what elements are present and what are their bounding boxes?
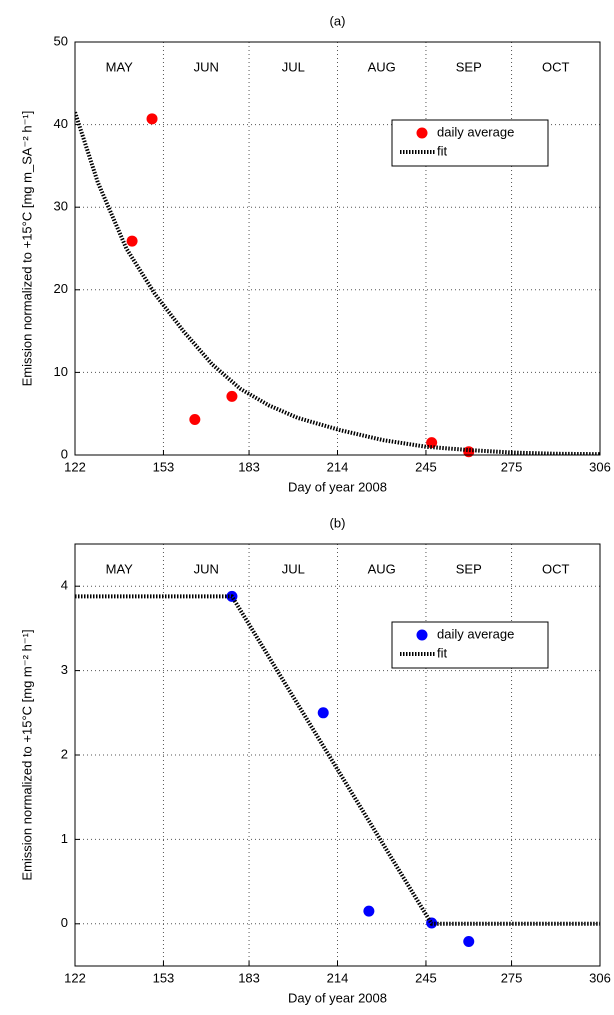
plot-area <box>75 42 600 455</box>
x-tick-label: 183 <box>238 970 260 985</box>
x-tick-label: 245 <box>415 970 437 985</box>
y-tick-label: 20 <box>54 281 68 296</box>
month-label: JUL <box>282 59 305 74</box>
y-tick-label: 40 <box>54 116 68 131</box>
x-tick-label: 122 <box>64 970 86 985</box>
y-tick-label: 0 <box>61 446 68 461</box>
x-tick-label: 275 <box>501 970 523 985</box>
legend-label: fit <box>437 645 448 660</box>
data-point <box>363 905 375 917</box>
x-tick-label: 306 <box>589 970 611 985</box>
data-point <box>317 707 329 719</box>
data-point <box>463 446 475 458</box>
month-label: AUG <box>368 561 396 576</box>
fit-line <box>75 111 600 455</box>
x-axis-label: Day of year 2008 <box>288 990 387 1005</box>
y-tick-label: 10 <box>54 364 68 379</box>
legend-swatch <box>416 629 428 641</box>
plot-frame <box>74 41 601 456</box>
x-tick-label: 214 <box>327 970 349 985</box>
legend-label: fit <box>437 143 448 158</box>
x-axis-label: Day of year 2008 <box>288 479 387 494</box>
month-label: SEP <box>456 59 482 74</box>
y-tick-label: 3 <box>61 662 68 677</box>
month-label: SEP <box>456 561 482 576</box>
y-tick-label: 50 <box>54 33 68 48</box>
month-label: JUN <box>194 561 219 576</box>
month-label: MAY <box>106 59 134 74</box>
x-tick-label: 214 <box>327 459 349 474</box>
data-point <box>126 235 138 247</box>
x-tick-label: 183 <box>238 459 260 474</box>
month-label: OCT <box>542 561 570 576</box>
plot-area <box>75 544 600 966</box>
legend-box <box>391 621 549 669</box>
x-tick-label: 122 <box>64 459 86 474</box>
data-point <box>463 936 475 948</box>
x-tick-label: 153 <box>153 970 175 985</box>
data-point <box>226 390 238 402</box>
legend-label: daily average <box>437 124 514 139</box>
fit-line <box>75 594 600 926</box>
legend-swatch <box>416 127 428 139</box>
month-label: JUL <box>282 561 305 576</box>
y-tick-label: 1 <box>61 831 68 846</box>
plot-frame <box>74 543 601 967</box>
y-axis-label: Emission normalized to +15°C [mg m⁻² h⁻¹… <box>19 629 34 880</box>
x-tick-label: 306 <box>589 459 611 474</box>
x-tick-label: 275 <box>501 459 523 474</box>
x-tick-label: 153 <box>153 459 175 474</box>
y-axis-label: Emission normalized to +15°C [mg m_SA⁻² … <box>19 111 34 387</box>
chart-title: (a) <box>330 13 346 28</box>
chart-title: (b) <box>330 515 346 530</box>
x-tick-label: 245 <box>415 459 437 474</box>
month-label: MAY <box>106 561 134 576</box>
y-tick-label: 0 <box>61 915 68 930</box>
y-tick-label: 30 <box>54 199 68 214</box>
month-label: JUN <box>194 59 219 74</box>
month-label: OCT <box>542 59 570 74</box>
legend-box <box>391 119 549 167</box>
month-label: AUG <box>368 59 396 74</box>
y-tick-label: 4 <box>61 578 68 593</box>
y-tick-label: 2 <box>61 746 68 761</box>
legend-label: daily average <box>437 626 514 641</box>
data-point <box>189 413 201 425</box>
data-point <box>146 113 158 125</box>
